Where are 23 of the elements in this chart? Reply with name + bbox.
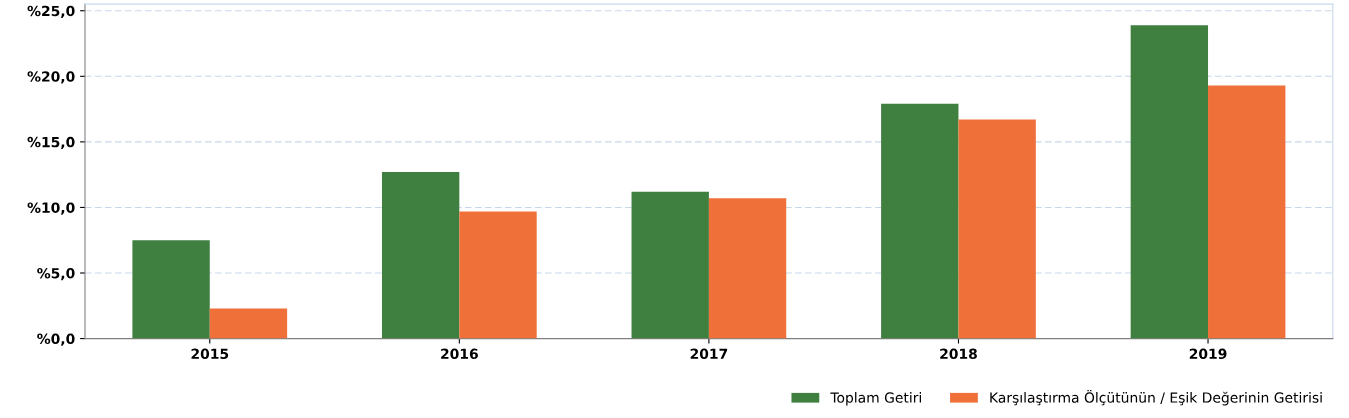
bar <box>1130 25 1209 339</box>
x-tick-label: 2016 <box>441 348 478 360</box>
legend-label: Toplam Getiri <box>830 392 921 406</box>
bar <box>631 191 709 339</box>
y-tick-label: %20,0 <box>27 71 75 84</box>
y-tick-label: %15,0 <box>27 136 75 150</box>
bar <box>459 211 537 339</box>
y-tick-label: %25,0 <box>27 5 75 18</box>
y-tick-label: %10,0 <box>27 202 75 215</box>
y-tick-label: %0,0 <box>37 333 75 346</box>
bar <box>708 198 787 339</box>
x-tick-label: 2018 <box>940 348 977 360</box>
y-tick-label: %5,0 <box>37 267 75 281</box>
bar <box>958 119 1036 339</box>
bar <box>381 172 460 339</box>
bar <box>209 308 288 339</box>
x-tick-label: 2019 <box>1189 348 1227 360</box>
bar <box>132 240 210 339</box>
bar <box>881 103 959 339</box>
legend-label: Karşılaştırma Ölçütünün / Eşik Değerinin Getirisi <box>990 389 1322 406</box>
bar <box>1208 85 1286 339</box>
x-tick-label: 2015 <box>191 348 229 360</box>
x-tick-label: 2017 <box>690 348 728 360</box>
